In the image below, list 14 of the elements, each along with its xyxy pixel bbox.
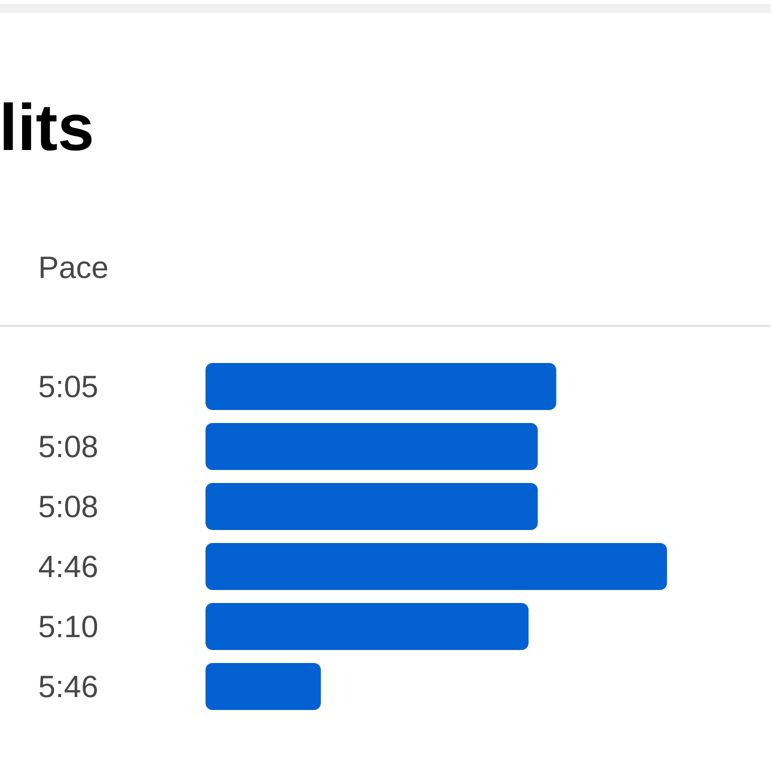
y-tick-label: 5:08 (39, 496, 97, 518)
bar (206, 483, 538, 530)
y-axis-title: Pace (40, 256, 108, 278)
bar (206, 363, 556, 410)
bar (206, 423, 538, 470)
y-tick-label: 5:46 (39, 676, 97, 698)
y-tick-label: 5:10 (39, 616, 98, 638)
bar (206, 603, 529, 650)
bar (206, 663, 321, 710)
chart-title: lits (4, 102, 92, 151)
y-tick-label: 4:46 (38, 556, 97, 578)
y-tick-label: 5:08 (39, 436, 97, 458)
bar (206, 543, 668, 590)
y-tick-label: 5:05 (39, 376, 97, 398)
